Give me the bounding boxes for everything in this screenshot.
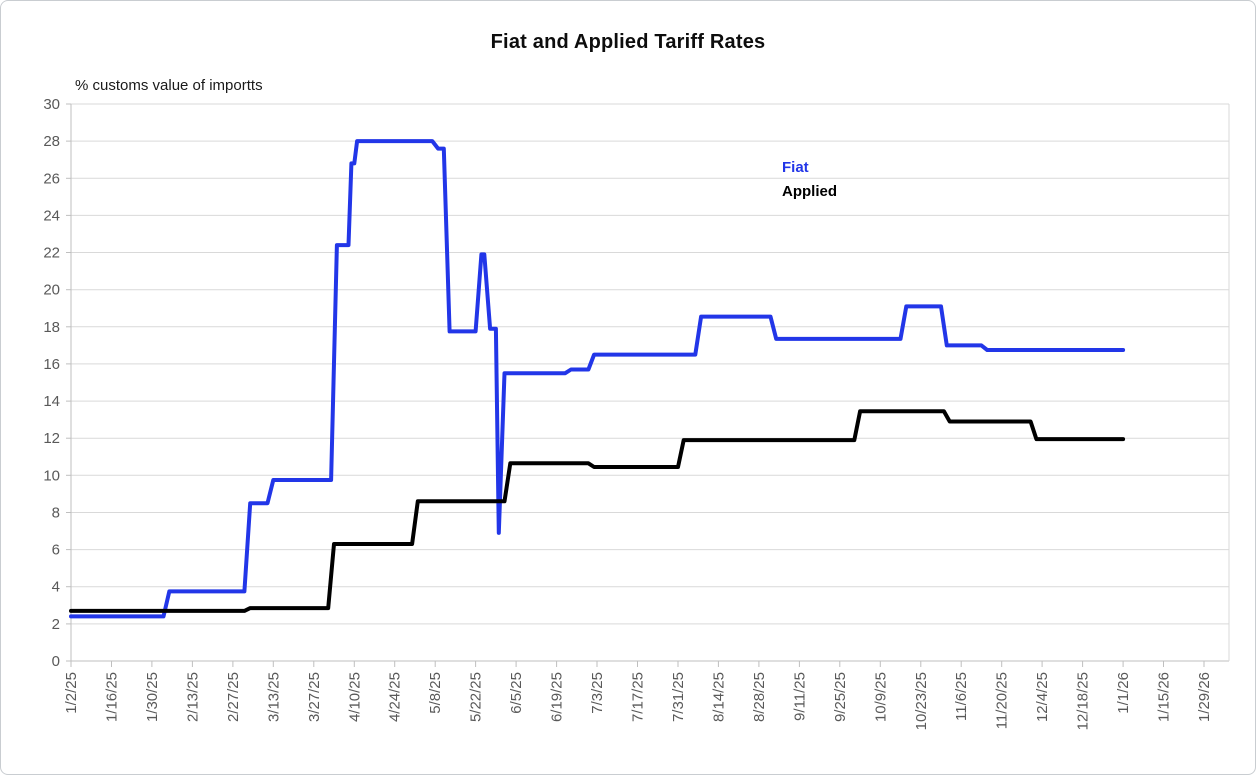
y-tick-label: 0	[52, 653, 60, 670]
x-tick-label: 5/8/25	[427, 672, 444, 714]
y-tick-label: 4	[52, 579, 60, 596]
x-tick-label: 11/6/25	[953, 672, 970, 721]
x-tick-label: 3/13/25	[265, 672, 282, 722]
x-tick-label: 6/19/25	[549, 672, 566, 722]
x-tick-label: 7/17/25	[630, 672, 647, 722]
x-tick-label: 1/30/25	[144, 672, 161, 722]
legend-label-fiat: Fiat	[782, 159, 809, 176]
y-tick-label: 10	[43, 467, 60, 484]
y-tick-label: 20	[43, 282, 60, 299]
legend-label-applied: Applied	[782, 183, 837, 200]
x-tick-label: 4/10/25	[346, 672, 363, 722]
x-tick-label: 11/20/25	[994, 672, 1011, 729]
y-tick-label: 22	[43, 245, 60, 262]
x-tick-label: 8/14/25	[710, 672, 727, 722]
y-axis-unit-note: % customs value of importts	[75, 77, 263, 94]
x-tick-label: 12/4/25	[1034, 672, 1051, 722]
y-tick-label: 8	[52, 505, 60, 522]
x-tick-label: 10/9/25	[872, 672, 889, 722]
y-tick-label: 2	[52, 616, 60, 633]
x-tick-label: 7/3/25	[589, 672, 606, 714]
x-tick-label: 1/2/25	[63, 672, 80, 714]
x-tick-label: 9/11/25	[791, 672, 808, 721]
applied-line	[69, 409, 1126, 613]
x-tick-label: 2/13/25	[184, 672, 201, 722]
x-tick-label: 6/5/25	[508, 672, 525, 714]
chart-title: Fiat and Applied Tariff Rates	[490, 31, 766, 53]
x-tick-label: 2/27/25	[225, 672, 242, 722]
y-tick-label: 24	[43, 207, 60, 224]
x-tick-label: 1/16/25	[104, 672, 121, 722]
fiat-line	[69, 139, 1126, 619]
x-tick-label: 9/25/25	[832, 672, 849, 722]
y-tick-label: 30	[43, 96, 60, 113]
y-tick-label: 6	[52, 542, 60, 559]
y-tick-label: 16	[43, 356, 60, 373]
y-tick-label: 14	[43, 393, 60, 410]
y-tick-label: 12	[43, 430, 60, 447]
x-tick-label: 10/23/25	[913, 672, 930, 730]
y-tick-label: 26	[43, 170, 60, 187]
x-tick-label: 1/29/26	[1196, 672, 1213, 722]
x-tick-label: 7/31/25	[670, 672, 687, 722]
x-tick-label: 3/27/25	[306, 672, 323, 722]
x-tick-label: 5/22/25	[468, 672, 485, 722]
y-tick-label: 18	[43, 319, 60, 336]
x-tick-label: 12/18/25	[1075, 672, 1092, 730]
x-tick-label: 1/15/26	[1156, 672, 1173, 722]
x-tick-label: 4/24/25	[387, 672, 404, 722]
x-tick-label: 8/28/25	[751, 672, 768, 722]
x-tick-label: 1/1/26	[1115, 672, 1132, 714]
y-tick-label: 28	[43, 133, 60, 150]
